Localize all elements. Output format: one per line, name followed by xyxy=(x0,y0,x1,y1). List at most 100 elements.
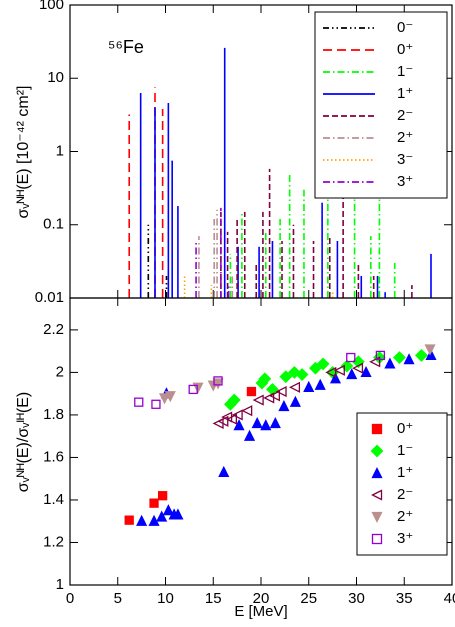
point xyxy=(124,515,134,525)
point xyxy=(213,376,223,386)
point xyxy=(134,397,144,407)
point xyxy=(346,352,356,363)
point xyxy=(289,395,301,407)
y-tick-label: 1.6 xyxy=(43,448,64,465)
legend-box xyxy=(356,412,448,556)
point xyxy=(136,514,148,526)
legend-label: 1⁻ xyxy=(397,63,413,80)
legend-marker xyxy=(371,511,383,523)
point xyxy=(231,409,243,421)
y-tick-label: 10 xyxy=(47,69,64,86)
point xyxy=(268,390,280,402)
point xyxy=(212,378,224,390)
legend-label: 0⁻ xyxy=(397,19,413,36)
point xyxy=(157,491,168,501)
legend-marker xyxy=(370,444,384,458)
legend-label: 3⁻ xyxy=(397,151,413,168)
point xyxy=(316,357,330,371)
x-tick-label: 25 xyxy=(300,590,317,607)
point xyxy=(314,378,326,390)
point xyxy=(218,465,230,477)
point xyxy=(246,386,257,397)
y-tick-label: 0.01 xyxy=(35,289,64,306)
x-tick-label: 10 xyxy=(157,590,174,607)
y-tick-label: 2 xyxy=(56,363,64,380)
point xyxy=(279,370,293,384)
y-tick-label: 1.4 xyxy=(43,491,64,508)
x-tick-label: 35 xyxy=(396,590,413,607)
y-tick-label: 1 xyxy=(56,576,64,593)
point xyxy=(156,510,168,522)
legend-label: 2⁻ xyxy=(397,486,413,503)
point xyxy=(148,514,160,526)
point xyxy=(393,351,406,364)
point xyxy=(325,366,337,378)
point xyxy=(241,405,253,417)
x-tick-label: 0 xyxy=(66,590,74,607)
legend-marker xyxy=(371,467,383,479)
legend-marker xyxy=(371,489,383,501)
y-tick-label: 1 xyxy=(56,142,64,159)
point xyxy=(329,372,342,384)
y-tick-label: 100 xyxy=(39,0,64,13)
legend-box xyxy=(314,11,448,199)
x-axis-label: E [MeV] xyxy=(234,603,287,620)
y-tick-label: 2.2 xyxy=(43,321,64,338)
legend-label: 2⁺ xyxy=(397,508,413,525)
point xyxy=(288,381,301,393)
point xyxy=(251,416,263,429)
legend-label: 2⁺ xyxy=(397,129,413,146)
point xyxy=(233,419,245,431)
point xyxy=(295,368,309,381)
point xyxy=(333,364,345,376)
point xyxy=(269,416,281,429)
point xyxy=(225,413,238,425)
point xyxy=(158,393,171,405)
y-axis-label: σᵥᴺᴴ(E) [10⁻⁴² cm²] xyxy=(15,86,32,219)
point xyxy=(164,391,176,403)
legend-label: 0⁺ xyxy=(397,41,413,58)
point xyxy=(369,356,381,368)
point xyxy=(351,362,364,374)
point xyxy=(415,348,428,362)
point xyxy=(375,350,386,361)
x-tick-label: 15 xyxy=(205,590,222,607)
legend-label: 1⁺ xyxy=(397,464,413,481)
point xyxy=(217,415,229,427)
point xyxy=(425,348,437,361)
legend-label: 1⁻ xyxy=(397,442,413,459)
point xyxy=(275,385,287,398)
legend-label: 3⁺ xyxy=(397,530,413,547)
point xyxy=(252,394,264,406)
point xyxy=(172,508,184,520)
x-tick-label: 30 xyxy=(348,590,365,607)
point xyxy=(424,344,436,356)
point xyxy=(188,384,198,395)
point xyxy=(384,357,396,369)
legend-label: 0⁺ xyxy=(397,420,413,437)
legend-label: 3⁺ xyxy=(397,173,413,190)
legend-label: 2⁻ xyxy=(397,107,413,124)
point xyxy=(192,382,204,394)
point xyxy=(227,393,241,407)
annotation: ⁵⁶Fe xyxy=(108,37,144,57)
y-tick-label: 1.2 xyxy=(43,533,64,550)
y-tick-label: 1.8 xyxy=(43,406,64,423)
point xyxy=(303,380,315,392)
point xyxy=(260,419,272,431)
point xyxy=(243,429,256,441)
x-tick-label: 5 xyxy=(114,590,122,607)
point xyxy=(346,368,358,380)
y-tick-label: 0.1 xyxy=(43,216,64,233)
x-tick-label: 20 xyxy=(253,590,270,607)
x-tick-label: 40 xyxy=(444,590,455,607)
point xyxy=(258,372,272,386)
legend-marker xyxy=(371,533,383,545)
point xyxy=(403,353,415,365)
y-axis-label: σᵥᴺᴴ(E)/σᵥᴵᴴ(E) xyxy=(15,392,32,492)
point xyxy=(151,399,161,409)
legend-label: 1⁺ xyxy=(397,85,413,102)
point xyxy=(360,365,372,378)
point xyxy=(149,498,159,508)
